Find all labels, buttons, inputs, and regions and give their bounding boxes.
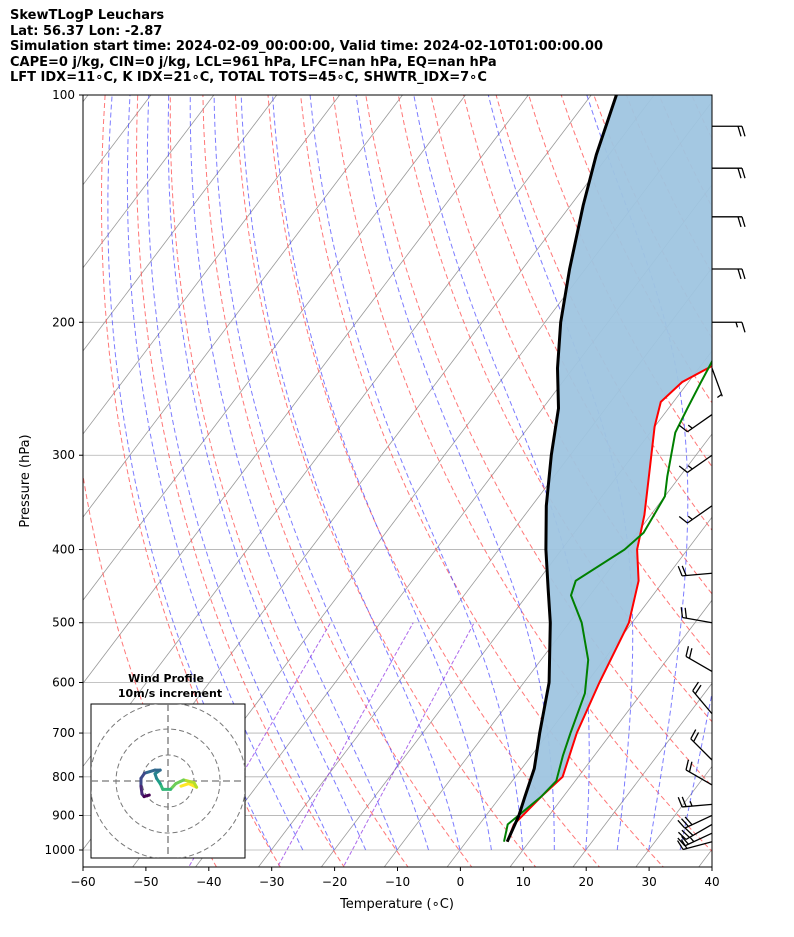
- wind-barb: [676, 839, 713, 851]
- x-tick-label: −10: [385, 875, 410, 889]
- dry-adiabat: [300, 95, 665, 867]
- temperature-profile: [506, 364, 712, 843]
- wind-barb: [680, 607, 713, 624]
- y-tick-label: 100: [52, 88, 75, 102]
- y-tick-label: 200: [52, 315, 75, 329]
- wind-barb: [692, 681, 713, 715]
- x-tick-label: 10: [516, 875, 531, 889]
- x-tick-label: 30: [641, 875, 656, 889]
- wind-barb: [711, 367, 723, 399]
- wind-barb: [677, 823, 713, 840]
- cape-cin-indices: CAPE=0 j/kg, CIN=0 j/kg, LCL=961 hPa, LF…: [10, 54, 497, 70]
- isotherm-line: [83, 95, 215, 269]
- wind-barb: [712, 268, 746, 280]
- dry-adiabat: [135, 95, 345, 867]
- x-tick-label: −50: [133, 875, 158, 889]
- dry-adiabat: [365, 95, 712, 787]
- isotherm-line: [83, 95, 341, 435]
- moist-adiabat: [586, 95, 689, 851]
- y-tick-label: 300: [52, 448, 75, 462]
- x-tick-label: 20: [579, 875, 594, 889]
- x-axis-label: Temperature (∘C): [339, 897, 454, 912]
- moist-adiabat: [167, 95, 367, 851]
- cin-cape-shading: [507, 95, 712, 842]
- y-tick-label: 900: [52, 808, 75, 822]
- wind-barb: [677, 832, 713, 847]
- stability-indices: LFT IDX=11∘C, K IDX=21∘C, TOTAL TOTS=45∘…: [10, 70, 487, 86]
- x-tick-label: −30: [259, 875, 284, 889]
- simulation-times: Simulation start time: 2024-02-09_00:00:…: [10, 39, 603, 55]
- dewpoint-profile: [503, 359, 712, 842]
- isotherm-line: [509, 599, 712, 867]
- wind-barb: [677, 565, 713, 577]
- wind-barb: [678, 505, 713, 524]
- y-tick-label: 800: [52, 770, 75, 784]
- dry-adiabat: [267, 95, 601, 867]
- wind-barb: [712, 167, 746, 179]
- y-axis-label: Pressure (hPa): [18, 434, 33, 527]
- dry-adiabat: [202, 95, 473, 867]
- parcel-path: [505, 95, 618, 843]
- hodograph-subtitle: 10m/s increment: [118, 687, 222, 700]
- x-tick-label: −40: [196, 875, 221, 889]
- isotherm-line: [383, 433, 712, 867]
- x-tick-label: −60: [70, 875, 95, 889]
- mixing-ratio-line: [342, 622, 475, 867]
- isotherm-line: [83, 95, 278, 352]
- moist-adiabat: [309, 95, 524, 851]
- hodograph-segment: [143, 768, 157, 775]
- y-tick-label: 500: [52, 616, 75, 630]
- hodograph-title: Wind Profile: [128, 672, 204, 685]
- x-tick-label: 40: [704, 875, 719, 889]
- moist-adiabat: [146, 95, 335, 851]
- isotherm-line: [83, 95, 529, 684]
- y-tick-label: 400: [52, 543, 75, 557]
- y-tick-label: 600: [52, 676, 75, 690]
- wind-barb: [712, 321, 746, 333]
- isotherm-line: [83, 95, 466, 601]
- moist-adiabat: [213, 95, 430, 851]
- dry-adiabat: [430, 95, 712, 659]
- x-tick-label: 0: [457, 875, 465, 889]
- station-title: SkewTLogP Leuchars: [10, 8, 165, 23]
- station-coords: Lat: 56.37 Lon: -2.87: [10, 23, 163, 39]
- wind-barb: [685, 646, 713, 672]
- wind-barb: [678, 454, 713, 473]
- wind-barb: [685, 759, 713, 786]
- dry-adiabat: [100, 95, 281, 867]
- moist-adiabat: [189, 95, 398, 851]
- wind-barb: [677, 796, 713, 808]
- moist-adiabat: [126, 95, 304, 851]
- dry-adiabat: [397, 95, 712, 723]
- wind-barb: [678, 414, 713, 433]
- wind-barb: [712, 216, 746, 228]
- hodograph-segment: [182, 778, 196, 785]
- y-tick-label: 1000: [44, 843, 75, 857]
- moist-adiabat: [240, 95, 461, 851]
- chart-header: SkewTLogP Leuchars Lat: 56.37 Lon: -2.87…: [10, 8, 603, 86]
- wind-barb: [690, 729, 713, 761]
- x-tick-label: −20: [322, 875, 347, 889]
- wind-barb: [712, 125, 746, 137]
- wind-barb: [677, 814, 713, 829]
- dry-adiabat: [169, 95, 409, 867]
- moist-adiabat: [355, 95, 555, 851]
- isotherm-line: [83, 95, 404, 518]
- moist-adiabat: [272, 95, 492, 851]
- dry-adiabat: [234, 95, 537, 867]
- dry-adiabat: [709, 61, 794, 882]
- hodograph-segment: [142, 793, 151, 799]
- y-tick-label: 700: [52, 726, 75, 740]
